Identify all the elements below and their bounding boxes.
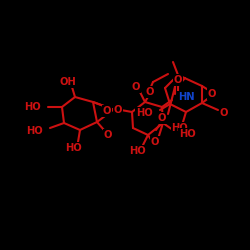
Text: HO: HO bbox=[26, 126, 43, 136]
Text: O: O bbox=[146, 87, 154, 97]
Text: O: O bbox=[104, 130, 112, 140]
Text: HO: HO bbox=[130, 146, 146, 156]
Text: OH: OH bbox=[60, 77, 76, 87]
Text: O: O bbox=[174, 75, 182, 85]
Text: O: O bbox=[151, 137, 159, 147]
Text: O: O bbox=[220, 108, 228, 118]
Text: HO: HO bbox=[24, 102, 41, 112]
Text: O: O bbox=[208, 89, 216, 99]
Text: HO: HO bbox=[136, 108, 153, 118]
Text: O: O bbox=[132, 82, 140, 92]
Text: HO: HO bbox=[179, 129, 196, 139]
Text: HN: HN bbox=[178, 92, 194, 102]
Text: O: O bbox=[103, 106, 111, 116]
Text: O: O bbox=[158, 113, 166, 123]
Text: HO: HO bbox=[172, 123, 188, 133]
Text: HO: HO bbox=[66, 143, 82, 153]
Text: O: O bbox=[114, 105, 122, 115]
